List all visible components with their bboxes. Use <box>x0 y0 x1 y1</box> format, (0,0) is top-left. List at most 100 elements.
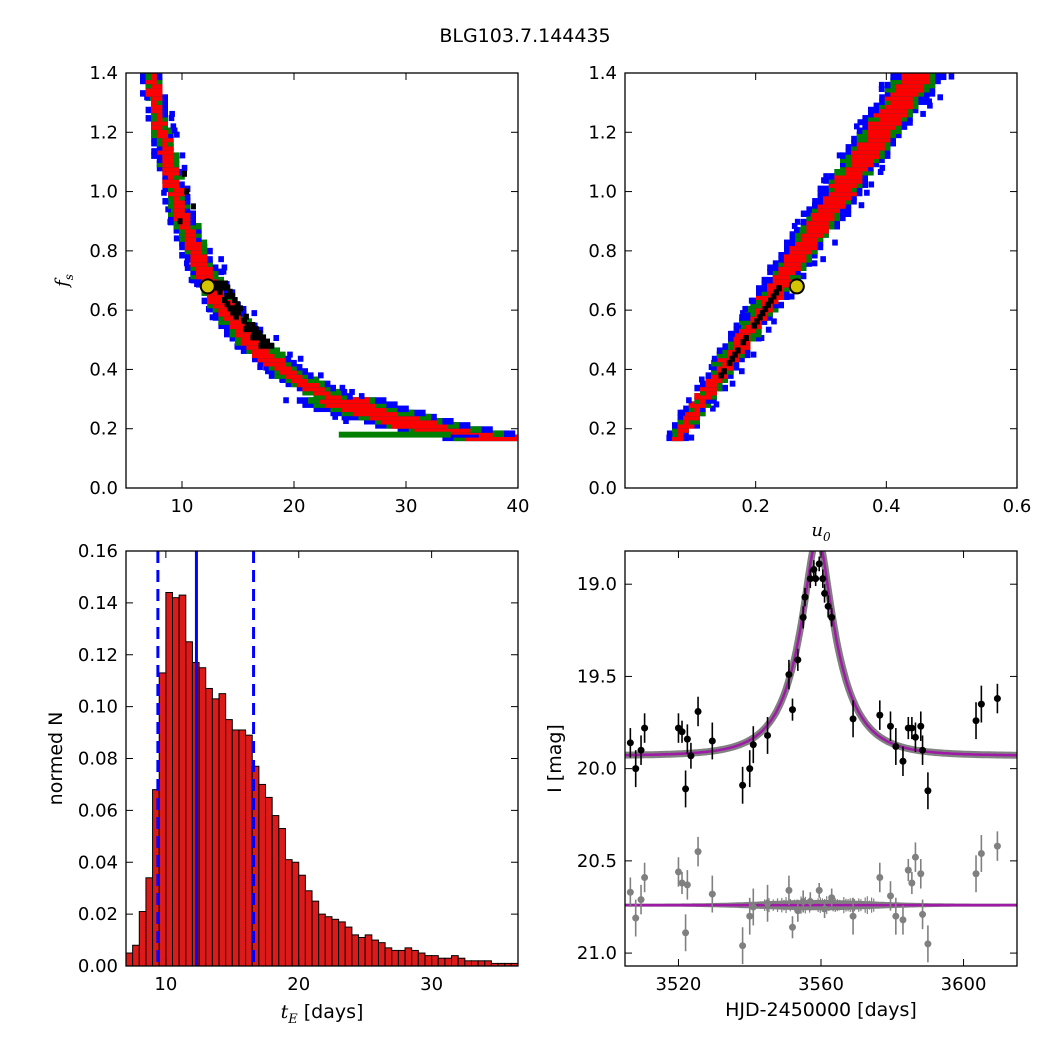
histogram-bar <box>158 672 167 966</box>
heatmap-cell-blue <box>144 94 150 101</box>
heatmap-cell-black <box>244 321 251 328</box>
heatmap-cell-red <box>812 214 835 222</box>
heatmap-cell-red <box>162 169 180 176</box>
heatmap-cell-blue <box>332 413 338 420</box>
heatmap-cell-red <box>151 94 163 101</box>
y-tick-label: 21.0 <box>577 943 617 964</box>
heatmap-cell-red <box>156 131 168 139</box>
heatmap-cell-blue <box>821 177 827 184</box>
heatmap-cell-red <box>229 318 247 325</box>
y-tick-label: 0.16 <box>78 541 118 562</box>
heatmap-cell-black <box>243 313 249 320</box>
heatmap-cell-blue <box>735 322 742 329</box>
heatmap-cell-blue <box>349 388 355 395</box>
heatmap-cell-red <box>677 430 684 437</box>
heatmap-cell-red <box>890 90 919 97</box>
heatmap-cell-blue <box>750 351 757 358</box>
heatmap-cell-blue <box>698 376 705 383</box>
heatmap-cell-black <box>243 326 249 333</box>
y-tick-label: 0.2 <box>89 419 118 440</box>
y-tick-label: 19.5 <box>577 666 617 687</box>
heatmap-cell-red <box>162 177 180 184</box>
plot-frame <box>125 550 519 967</box>
heatmap-cell-red <box>184 235 196 242</box>
heatmap-cell-black <box>182 170 187 177</box>
y-tick-label: 20.0 <box>577 759 617 780</box>
heatmap-cell-red <box>705 376 723 384</box>
heatmap-cell-blue <box>713 401 720 408</box>
x-tick-label: 3600 <box>941 974 987 995</box>
histogram-bar <box>132 944 140 966</box>
photometry-point <box>739 781 747 789</box>
heatmap-cell-red <box>784 260 801 267</box>
heatmap-cell-black <box>241 317 248 324</box>
y-axis-label: normed N <box>45 712 67 806</box>
photometry-point <box>977 700 985 708</box>
residuals-point <box>924 940 932 948</box>
histogram-bar <box>344 926 353 966</box>
heatmap-cell-blue <box>729 330 736 337</box>
residuals-point <box>708 890 716 898</box>
plot-frame <box>624 550 1018 967</box>
photometry-point <box>815 560 823 568</box>
photometry-point <box>626 739 634 747</box>
y-tick-label: 1.2 <box>89 122 118 143</box>
photometry-point <box>810 565 818 573</box>
heatmap-cell-black <box>718 372 725 379</box>
heatmap-cell-red <box>162 156 174 164</box>
heatmap-cell-blue <box>791 222 798 229</box>
heatmap-cell-black <box>217 280 224 287</box>
heatmap-cell-blue <box>832 239 838 246</box>
heatmap-cell-red <box>156 115 163 122</box>
heatmap-cell-red <box>252 351 275 359</box>
x-tick-label: 0.2 <box>741 496 770 517</box>
heatmap-cell-blue <box>878 81 885 88</box>
residuals-point <box>815 886 823 894</box>
x-tick-label: 20 <box>287 974 310 995</box>
heatmap-cell-blue <box>251 310 258 317</box>
heatmap-cell-blue <box>194 281 200 288</box>
heatmap-cell-red <box>296 380 320 388</box>
photometry-point <box>746 765 754 773</box>
heatmap-cell-red <box>173 202 185 209</box>
histogram-bar <box>384 947 393 966</box>
histogram-bar <box>444 957 453 966</box>
residuals-point <box>641 873 649 881</box>
heatmap-cell-black <box>743 335 749 342</box>
heatmap-cell-red <box>873 110 908 118</box>
heatmap-cell-black <box>224 292 231 299</box>
panel-fs-vs-u0: 0.2 0.4 0.6 0.0 0.2 0.4 0.6 0.8 1.0 1.2 1.4 u0 <box>588 63 1031 544</box>
photometry-point <box>641 724 649 732</box>
heatmap-cell-black <box>233 313 239 320</box>
y-tick-label: 1.4 <box>588 63 617 84</box>
heatmap-cell-green <box>151 110 163 118</box>
residuals-point <box>886 892 894 900</box>
histogram-bar <box>371 939 379 966</box>
heatmap-cell-blue <box>343 418 349 425</box>
heatmap-cell-red <box>683 409 700 417</box>
heatmap-cell-red <box>319 397 370 404</box>
heatmap-cell-blue <box>181 164 188 171</box>
heatmap-cell-red <box>151 106 163 114</box>
heatmap-cell-black <box>250 334 256 341</box>
heatmap-cell-blue <box>279 376 285 383</box>
heatmap-cell-black <box>227 288 233 295</box>
heatmap-cell-red <box>196 264 213 271</box>
heatmap-cell-green <box>168 173 185 180</box>
heatmap-cell-red <box>739 326 756 334</box>
heatmap-cell-black <box>721 368 727 375</box>
heatmap-cell-red <box>879 115 902 122</box>
heatmap-cell-blue <box>273 335 280 342</box>
y-tick-label: 0.02 <box>78 904 118 925</box>
heatmap-cell-blue <box>205 305 212 312</box>
histogram-bar <box>165 592 174 966</box>
x-axis-label-main: u <box>811 520 823 541</box>
residuals-point <box>892 912 900 920</box>
heatmap-cell-blue <box>864 189 870 196</box>
heatmap-cell-red <box>162 139 168 147</box>
heatmap-cell-black <box>735 347 741 354</box>
heatmap-cell-red <box>184 239 202 247</box>
heatmap-cell-black <box>232 305 239 312</box>
residuals-point <box>821 905 829 913</box>
heatmap-cell-blue <box>151 148 158 155</box>
